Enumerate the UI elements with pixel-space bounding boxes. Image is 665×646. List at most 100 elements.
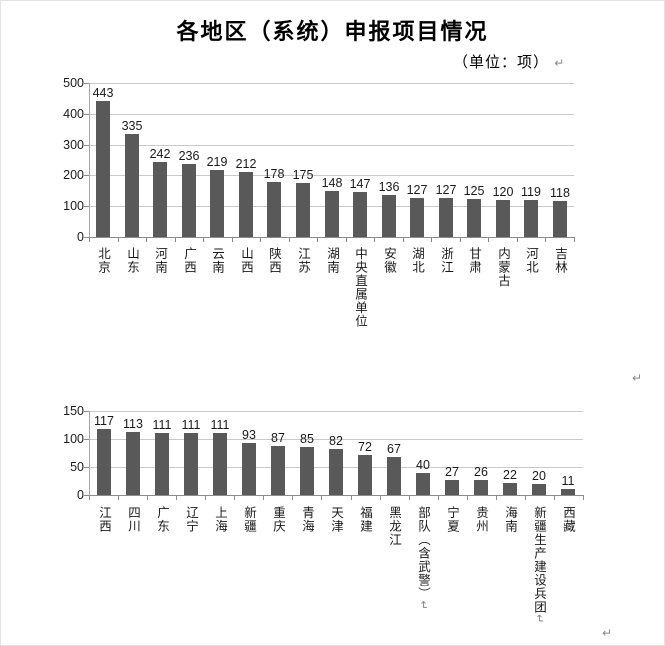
- paragraph-mark-icon: ↵: [602, 626, 613, 640]
- bar: [184, 433, 198, 495]
- category-label: 上海: [213, 506, 227, 533]
- x-axis-line: [89, 237, 575, 238]
- bar-value-label: 11: [561, 474, 575, 488]
- bar-value-label: 85: [300, 432, 314, 446]
- y-axis-tick: [84, 83, 89, 84]
- x-axis-tick: [525, 495, 526, 500]
- bar: [210, 170, 224, 237]
- bar-value-label: 111: [210, 418, 230, 432]
- bar: [97, 429, 111, 495]
- y-axis-tick: [84, 467, 89, 468]
- bar-value-label: 72: [358, 440, 372, 454]
- bar: [387, 457, 401, 495]
- x-axis-tick: [409, 495, 410, 500]
- category-label: 天津: [329, 506, 343, 533]
- y-axis-label: 50: [70, 460, 84, 474]
- x-axis-tick: [574, 237, 575, 242]
- y-axis-tick: [84, 175, 89, 176]
- category-label: 部队（含武警）↵: [416, 506, 430, 611]
- category-label: 西藏: [561, 506, 575, 533]
- gridline: [89, 175, 574, 176]
- bar-value-label: 125: [463, 184, 485, 198]
- bar: [474, 480, 488, 495]
- x-axis-tick: [545, 237, 546, 242]
- bar: [239, 172, 253, 237]
- y-axis-label: 0: [77, 230, 84, 244]
- bar: [416, 473, 430, 495]
- x-axis-tick: [118, 237, 119, 242]
- gridline: [89, 467, 583, 468]
- chart-title: 各地区（系统）申报项目情况: [176, 19, 489, 44]
- category-label: 吉林: [553, 247, 567, 274]
- bar: [561, 489, 575, 495]
- bar-value-label: 212: [235, 157, 257, 171]
- bar: [410, 198, 424, 237]
- category-label: 山西: [239, 247, 253, 274]
- bar: [439, 198, 453, 237]
- bar: [213, 433, 227, 495]
- category-label: 安徽: [382, 247, 396, 274]
- y-axis-tick: [84, 206, 89, 207]
- unit-note-text: （单位：项）: [453, 54, 550, 71]
- category-label: 辽宁: [184, 506, 198, 533]
- x-axis-line: [89, 495, 584, 496]
- bar-value-label: 147: [349, 177, 371, 191]
- bar-value-label: 242: [149, 147, 171, 161]
- x-axis-tick: [176, 495, 177, 500]
- bar-value-label: 20: [532, 469, 546, 483]
- gridline: [89, 206, 574, 207]
- bar-value-label: 148: [321, 176, 343, 190]
- bar-value-label: 113: [123, 417, 143, 431]
- paragraph-mark-icon: ↵: [554, 56, 566, 70]
- y-axis-line: [89, 411, 90, 495]
- category-label: 海南: [503, 506, 517, 533]
- x-axis-tick: [175, 237, 176, 242]
- bar-value-label: 22: [503, 468, 517, 482]
- bar-value-label: 120: [492, 185, 514, 199]
- x-axis-tick: [488, 237, 489, 242]
- bar-value-label: 178: [263, 167, 285, 181]
- x-axis-tick: [89, 237, 90, 242]
- bar-value-label: 87: [271, 431, 285, 445]
- bar-value-label: 93: [242, 428, 256, 442]
- bar-value-label: 82: [329, 434, 343, 448]
- category-label: 内蒙古: [496, 247, 510, 288]
- x-axis-tick: [118, 495, 119, 500]
- category-label: 江西: [97, 506, 111, 533]
- category-label: 中央直属单位: [353, 247, 367, 328]
- x-axis-tick: [263, 495, 264, 500]
- x-axis-tick: [554, 495, 555, 500]
- bar: [358, 455, 372, 495]
- unit-note: （单位：项） ↵: [453, 51, 565, 72]
- bar: [353, 192, 367, 237]
- x-axis-tick: [89, 495, 90, 500]
- category-label: 山东: [125, 247, 139, 274]
- paragraph-mark-icon: ↵: [632, 371, 643, 385]
- category-label: 黑龙江: [387, 506, 401, 547]
- bar-value-label: 67: [387, 442, 401, 456]
- bar-value-label: 119: [521, 185, 541, 199]
- x-axis-tick: [232, 237, 233, 242]
- category-label: 湖北: [410, 247, 424, 274]
- category-label: 甘肃: [467, 247, 481, 274]
- bar-value-label: 236: [178, 149, 200, 163]
- y-axis-tick: [84, 439, 89, 440]
- category-label: 湖南: [325, 247, 339, 274]
- bar-value-label: 111: [181, 418, 201, 432]
- category-label: 广东: [155, 506, 169, 533]
- bar: [445, 480, 459, 495]
- bar: [242, 443, 256, 495]
- bar: [503, 483, 517, 495]
- bar: [553, 201, 567, 237]
- x-axis-tick: [374, 237, 375, 242]
- bar: [496, 200, 510, 237]
- bar: [267, 182, 281, 237]
- category-label: 陕西: [267, 247, 281, 274]
- x-axis-tick: [583, 495, 584, 500]
- x-axis-tick: [467, 495, 468, 500]
- bar-value-label: 136: [378, 180, 400, 194]
- paragraph-mark-icon: ↵: [533, 614, 546, 625]
- bar-value-label: 335: [121, 119, 143, 133]
